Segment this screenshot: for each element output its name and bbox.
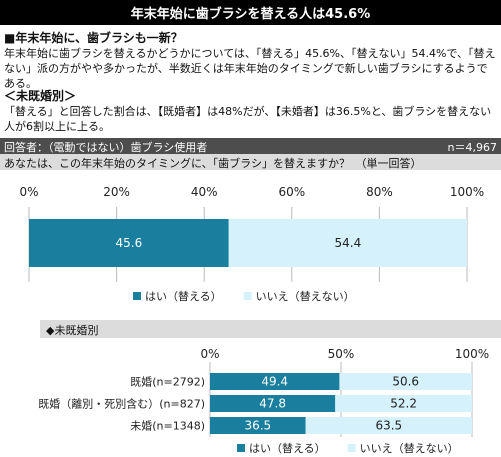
- section1-heading: ■年末年始に、歯ブラシも一新？: [4, 31, 183, 45]
- sub-section-bar: ◆未既婚別: [40, 320, 501, 338]
- legend-label: いいえ（替えない）: [360, 441, 459, 455]
- section2-heading: ＜未既婚別＞: [4, 89, 77, 103]
- category-label: 未婚(n=1348): [130, 419, 205, 433]
- category-label: 既婚(n=2792): [130, 375, 205, 389]
- tick-label: 0%: [200, 347, 219, 361]
- bar-yes: [210, 373, 340, 390]
- data-label: 47.8: [259, 397, 286, 411]
- data-label: 50.6: [392, 375, 419, 389]
- legend-label: はい（替える）: [249, 441, 326, 455]
- category-label: 既婚（離別・死別含む）(n=827): [38, 397, 205, 411]
- tick-label: 100%: [455, 347, 489, 361]
- tick-label: 60%: [278, 185, 305, 199]
- tick-label: 20%: [103, 185, 130, 199]
- section1-text: 年末年始に歯ブラシを替えるかどうかについては、「替える」45.6%、「替えない」…: [4, 47, 496, 90]
- bar-yes: [210, 417, 306, 434]
- question-bar: あなたは、この年末年始のタイミングに、「歯ブラシ」を替えますか？ （単一回答）: [0, 154, 501, 170]
- question-text: あなたは、この年末年始のタイミングに、「歯ブラシ」を替えますか？ （単一回答）: [4, 157, 422, 170]
- bar-no: [228, 219, 467, 267]
- legend-label: いいえ（替えない）: [256, 289, 355, 303]
- data-label: 49.4: [261, 375, 288, 389]
- bar-no: [335, 395, 472, 412]
- legend-swatch: [237, 444, 245, 452]
- legend-swatch: [347, 444, 356, 452]
- respondent-label: 回答者：（電動ではない）歯ブラシ使用者: [4, 141, 208, 154]
- bar-no: [305, 417, 472, 434]
- data-label: 63.5: [375, 419, 402, 433]
- tick-label: 50%: [328, 347, 355, 361]
- data-label: 54.4: [335, 236, 362, 250]
- tick-label: 40%: [191, 185, 218, 199]
- data-label: 36.5: [244, 419, 271, 433]
- bar-yes: [210, 395, 336, 412]
- legend-swatch: [243, 292, 252, 300]
- data-label: 45.6: [116, 236, 143, 250]
- bar-no: [339, 373, 472, 390]
- tick-label: 100%: [450, 185, 484, 199]
- legend-label: はい（替える）: [145, 289, 222, 303]
- sub-section-heading: ◆未既婚別: [46, 324, 99, 337]
- respondent-bar: 回答者：（電動ではない）歯ブラシ使用者 n＝4,967: [0, 138, 501, 154]
- page-title: 年末年始に歯ブラシを替える人は45.6%: [0, 0, 501, 25]
- bar-yes: [29, 219, 229, 267]
- section2-text: 「替える」と回答した割合は、【既婚者】は48%だが、【未婚者】は36.5%と、歯…: [4, 105, 492, 133]
- tick-label: 80%: [366, 185, 393, 199]
- legend-swatch: [133, 292, 141, 300]
- data-label: 52.2: [390, 397, 417, 411]
- sample-size: n＝4,967: [447, 141, 497, 154]
- tick-label: 0%: [19, 185, 38, 199]
